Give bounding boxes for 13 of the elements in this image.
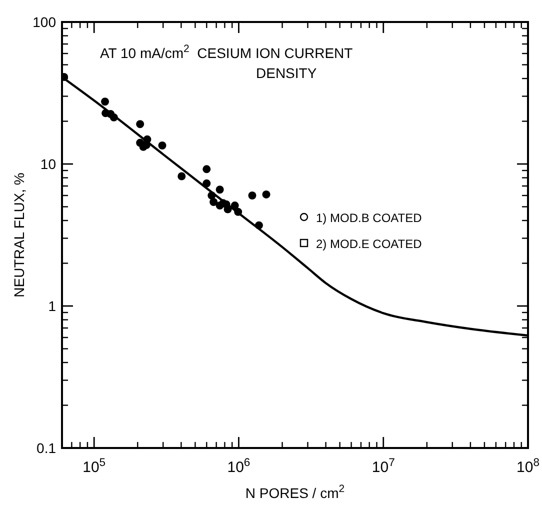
y-tick-label: 0.1 <box>36 440 56 456</box>
y-tick-label: 1 <box>48 298 56 314</box>
y-tick-label: 100 <box>32 14 56 30</box>
y-axis-title: NEUTRAL FLUX, % <box>11 172 27 298</box>
x-tick-label: 10$^{7}$ <box>372 457 395 476</box>
legend-label: 1) MOD.B COATED <box>316 211 422 225</box>
x-tick-label: 10$^{5}$ <box>82 457 106 476</box>
annotation: AT 10 mA/cm$^{2}$ CESIUM ION CURRENT DENSITY <box>100 43 354 81</box>
x-axis-title: N PORES / cm$^{2}$ <box>245 483 345 501</box>
x-tick-label: 10$^{8}$ <box>516 457 540 476</box>
y-tick-label: 10 <box>40 156 56 172</box>
x-tick-label: 10$^{6}$ <box>227 457 250 476</box>
legend-label: 2) MOD.E COATED <box>316 237 422 251</box>
